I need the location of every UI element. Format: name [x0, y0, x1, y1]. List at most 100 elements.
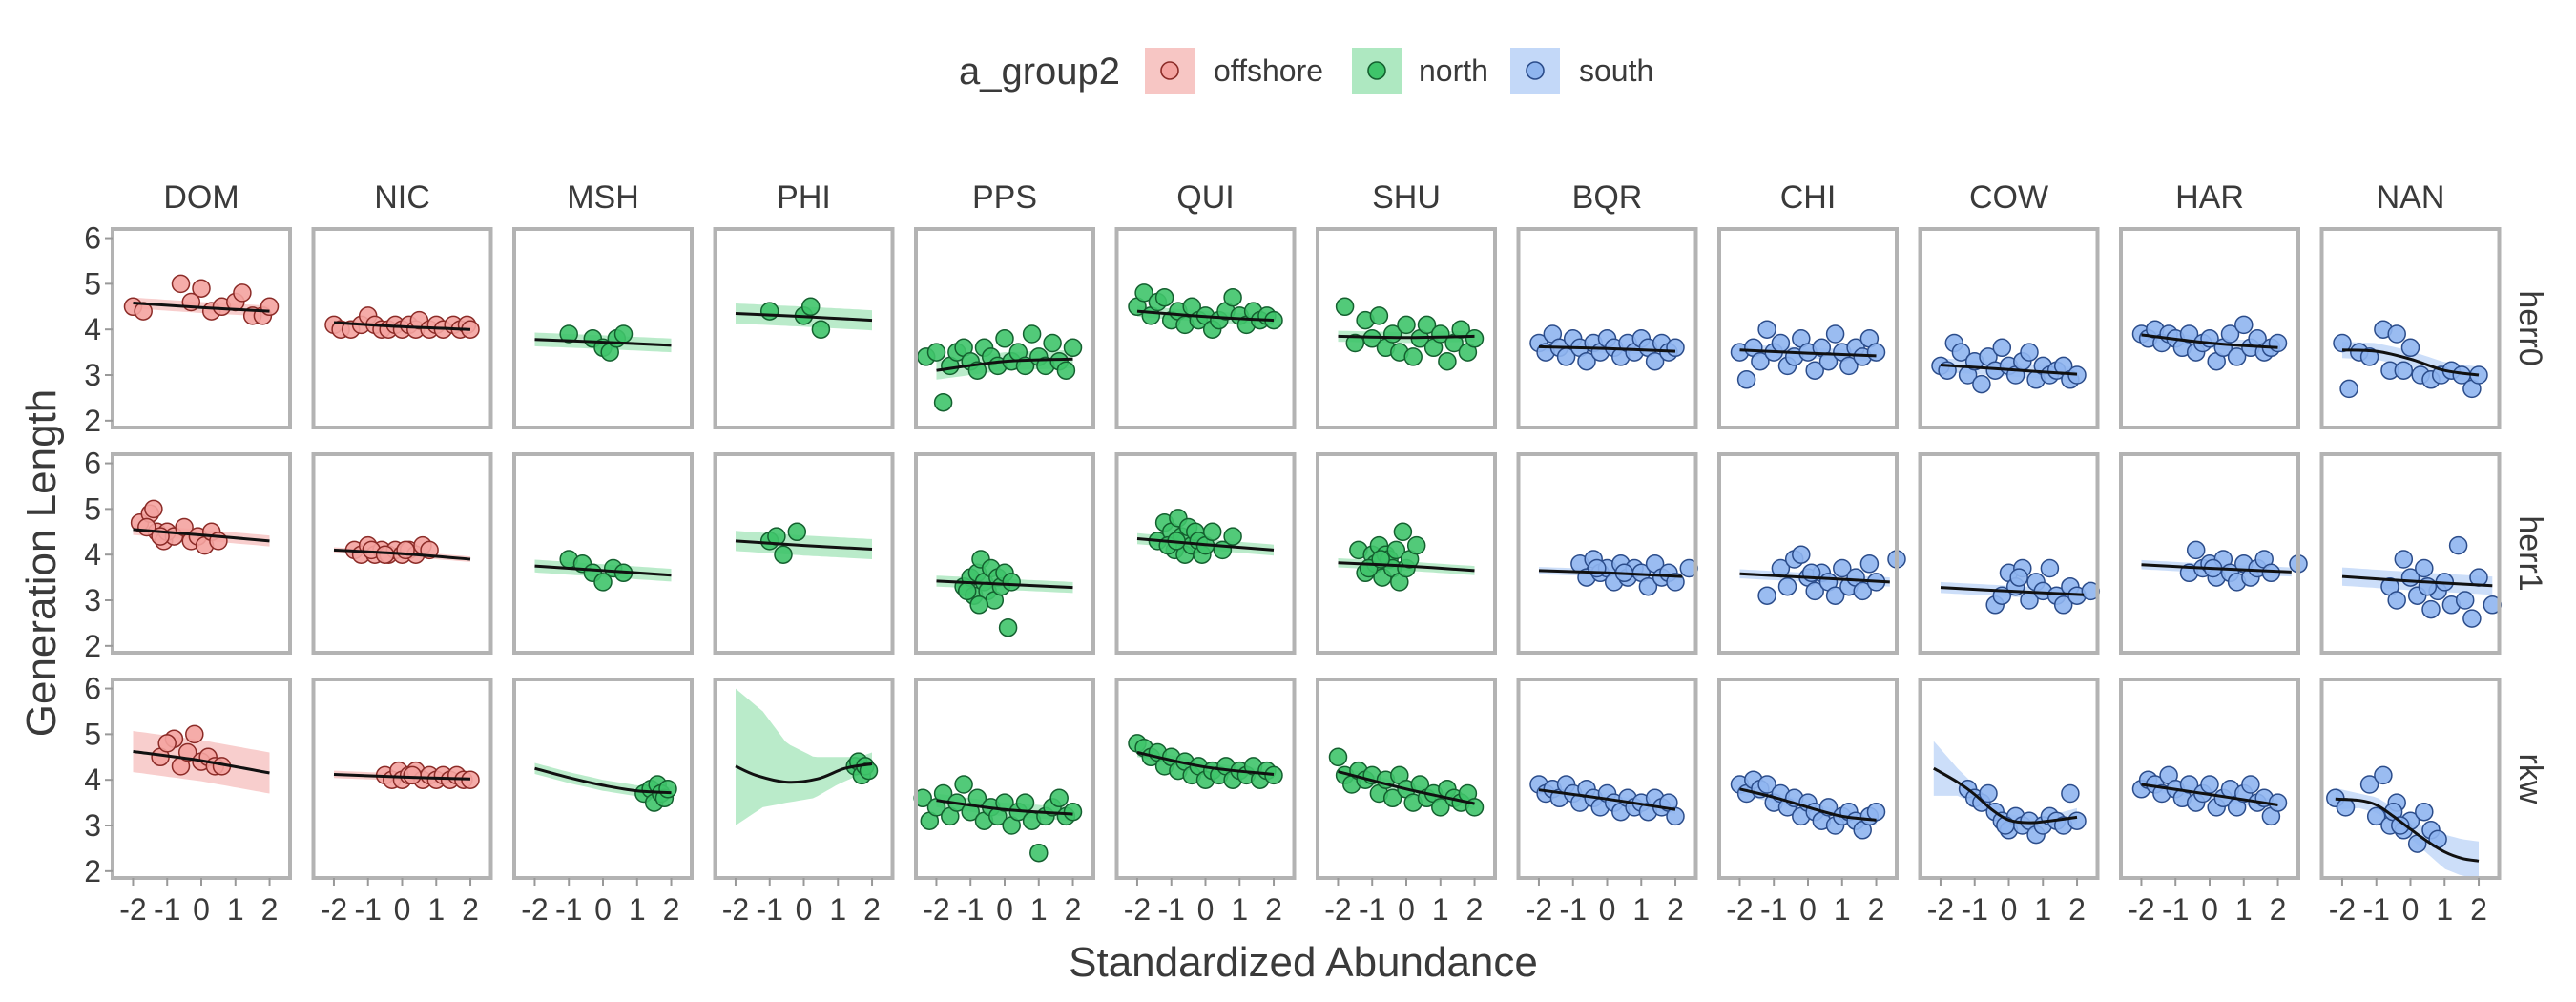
- panel-border: [512, 678, 694, 880]
- data-point: [1393, 522, 1413, 542]
- data-point: [1063, 338, 1083, 358]
- x-tick-label: 0: [996, 892, 1013, 927]
- panel-msh-rkw: -2 -1 0 1 2: [512, 678, 694, 927]
- data-point: [1154, 287, 1174, 307]
- x-tick-label: -2: [923, 892, 949, 927]
- y-tick-label: 4: [84, 312, 101, 346]
- data-point: [1757, 320, 1776, 339]
- x-tick-label: 0: [2201, 892, 2218, 927]
- x-tick-label: 0: [1398, 892, 1415, 927]
- data-point: [1328, 747, 1348, 767]
- y-tick-label: 2: [84, 854, 101, 888]
- fit-line: [534, 338, 672, 347]
- panel-border: [914, 227, 1095, 429]
- data-point: [2009, 568, 2028, 587]
- fit-line: [1933, 766, 2078, 825]
- panel-bqr-herr1: [1516, 452, 1699, 655]
- data-point: [2366, 806, 2386, 826]
- x-tick-label: 2: [1868, 892, 1885, 927]
- panel-dom-herr1: 2 3 4 5 6: [84, 447, 292, 663]
- fit-line: [936, 357, 1073, 372]
- data-point: [1202, 522, 1222, 542]
- x-tick-label: 2: [2270, 892, 2287, 927]
- data-point: [2359, 347, 2379, 366]
- x-tick-label: -2: [1124, 892, 1151, 927]
- data-point: [1417, 315, 1437, 335]
- data-point: [800, 297, 821, 317]
- panel-border: [2119, 227, 2300, 429]
- data-point: [2374, 765, 2393, 785]
- panel-dom-herr0: 2 3 4 5 6: [84, 221, 292, 438]
- strip-label-shu: SHU: [1372, 179, 1441, 216]
- panel-border: [512, 227, 694, 429]
- data-point: [995, 329, 1014, 348]
- data-point: [933, 392, 953, 412]
- panel-cow-rkw: -2 -1 0 1 2: [1918, 678, 2100, 927]
- strip-label-nic: NIC: [374, 179, 430, 216]
- fit-line: [2141, 563, 2292, 574]
- data-point: [1406, 535, 1426, 555]
- x-tick-label: -2: [321, 892, 347, 927]
- fit-line: [133, 750, 270, 775]
- y-tick-label: 3: [84, 808, 101, 843]
- legend-point-offshore: [1160, 61, 1179, 80]
- data-point: [144, 499, 163, 519]
- panel-border: [713, 227, 895, 429]
- data-point: [1588, 558, 1607, 578]
- panel-nan-rkw: -2 -1 0 1 2: [2319, 678, 2502, 927]
- data-point: [1972, 374, 1991, 394]
- strip-label-chi: CHI: [1780, 179, 1837, 216]
- data-point: [2241, 775, 2260, 794]
- strip-label-cow: COW: [1969, 179, 2048, 216]
- legend-label-offshore: offshore: [1214, 53, 1323, 88]
- x-tick-label: -2: [521, 892, 548, 927]
- data-point: [1771, 333, 1791, 353]
- legend-item-south: south: [1510, 48, 1653, 94]
- data-point: [2179, 324, 2199, 344]
- y-tick-label: 4: [84, 762, 101, 797]
- panel-border: [2119, 452, 2300, 655]
- y-tick-label: 6: [84, 672, 101, 706]
- x-tick-label: -1: [957, 892, 984, 927]
- panel-pps-herr0: [914, 227, 1095, 429]
- data-point: [1345, 333, 1365, 353]
- panel-qui-herr1: [1114, 452, 1297, 655]
- panel-nic-rkw: -2 -1 0 1 2: [311, 678, 493, 927]
- panel-msh-herr1: [512, 452, 694, 655]
- fit-line: [333, 773, 471, 781]
- panel-har-herr1: [2119, 452, 2308, 655]
- data-point: [1438, 351, 1457, 371]
- panel-border: [111, 452, 292, 655]
- fit-line: [1538, 788, 1676, 811]
- x-tick-label: 2: [2068, 892, 2086, 927]
- fit-line: [1739, 348, 1877, 358]
- data-point: [2387, 591, 2406, 610]
- legend-label-north: north: [1419, 53, 1488, 88]
- panel-border: [311, 227, 493, 429]
- data-point: [1666, 338, 1685, 358]
- x-tick-label: 2: [863, 892, 881, 927]
- data-point: [926, 343, 946, 362]
- data-point: [1369, 306, 1389, 325]
- data-point: [759, 302, 779, 321]
- y-tick-label: 5: [84, 266, 101, 301]
- data-point: [2421, 599, 2441, 619]
- data-point: [1403, 347, 1423, 366]
- panel-phi-rkw: -2 -1 0 1 2: [713, 678, 895, 927]
- data-point: [774, 545, 793, 564]
- data-point: [1063, 802, 1083, 822]
- fit-line: [1739, 572, 1890, 584]
- data-point: [559, 324, 578, 344]
- fit-line: [333, 548, 471, 561]
- x-tick-label: 1: [227, 892, 244, 927]
- panel-shu-herr0: [1316, 227, 1497, 429]
- panel-cow-herr0: [1918, 227, 2100, 429]
- y-tick-label: 6: [84, 221, 101, 256]
- data-point: [2234, 315, 2254, 335]
- data-point: [1645, 351, 1665, 371]
- data-point: [957, 581, 977, 601]
- fit-line: [1338, 770, 1475, 805]
- strip-label-pps: PPS: [972, 179, 1037, 216]
- data-point: [2268, 333, 2288, 353]
